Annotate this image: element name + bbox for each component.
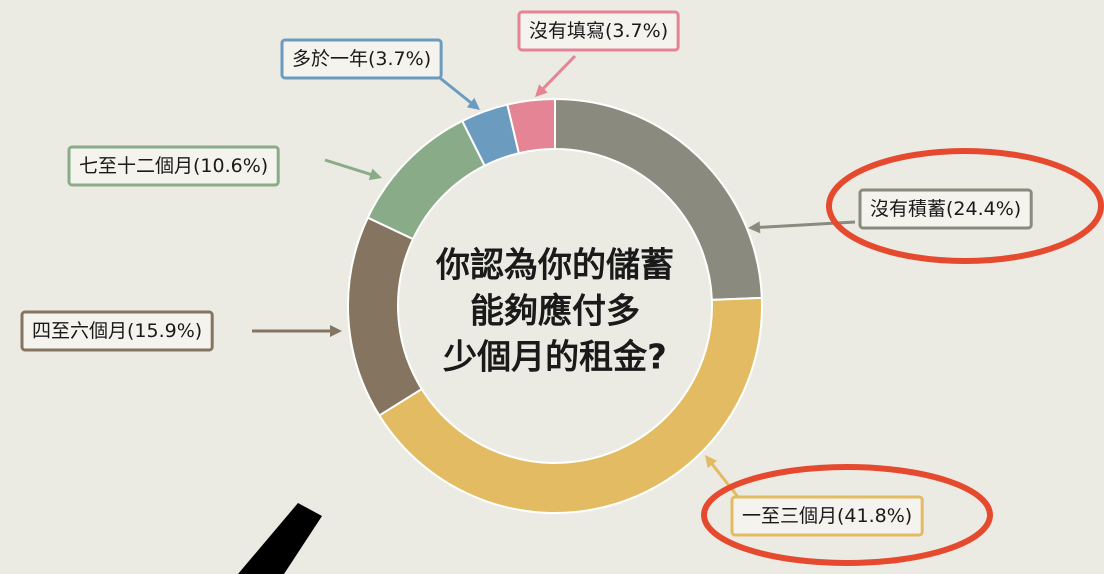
highlight-ellipse [826,148,1104,264]
leader-arrow [535,84,548,97]
label-box [858,188,1033,230]
value-label: (15.9%) [127,320,202,342]
center-title: 你認為你的儲蓄 [435,246,674,286]
category-name: 一至三個月 [742,505,837,527]
slice-label: 七至十二個月(10.6%) [79,155,268,177]
highlight-ellipse [701,464,993,566]
donut-slice [377,296,763,514]
label-box [280,38,443,80]
slice-label: 沒有積蓄(24.4%) [870,198,1021,220]
label-box [67,145,280,187]
leader-arrow [368,168,382,181]
value-label: (24.4%) [946,198,1021,220]
value-label: (3.7%) [605,20,668,42]
leader-line [539,54,577,93]
leader-arrow [705,455,718,469]
center-title: 能夠應付多 [470,292,640,332]
leader-arrow [748,221,761,234]
label-box [20,310,214,352]
category-name: 七至十二個月 [79,155,193,177]
category-name: 沒有積蓄 [870,198,946,220]
donut-slice [506,97,556,155]
leader-line [324,158,375,178]
leader-line [439,76,475,107]
slice-label: 沒有填寫(3.7%) [529,20,668,42]
slice-label: 多於一年(3.7%) [292,48,431,70]
leader-arrow [330,325,342,337]
label-box [517,10,680,52]
pen-stroke [238,503,322,574]
category-name: 四至六個月 [32,320,127,342]
slice-label: 四至六個月(15.9%) [32,320,202,342]
value-label: (3.7%) [368,48,431,70]
slice-label: 一至三個月(41.8%) [742,505,912,527]
value-label: (41.8%) [837,505,912,527]
value-label: (10.6%) [193,155,268,177]
category-name: 多於一年 [292,48,368,70]
leader-line [708,460,740,498]
label-box [730,495,924,537]
category-name: 沒有填寫 [529,20,605,42]
center-title: 少個月的租金? [443,338,667,378]
leader-arrow [466,97,480,110]
